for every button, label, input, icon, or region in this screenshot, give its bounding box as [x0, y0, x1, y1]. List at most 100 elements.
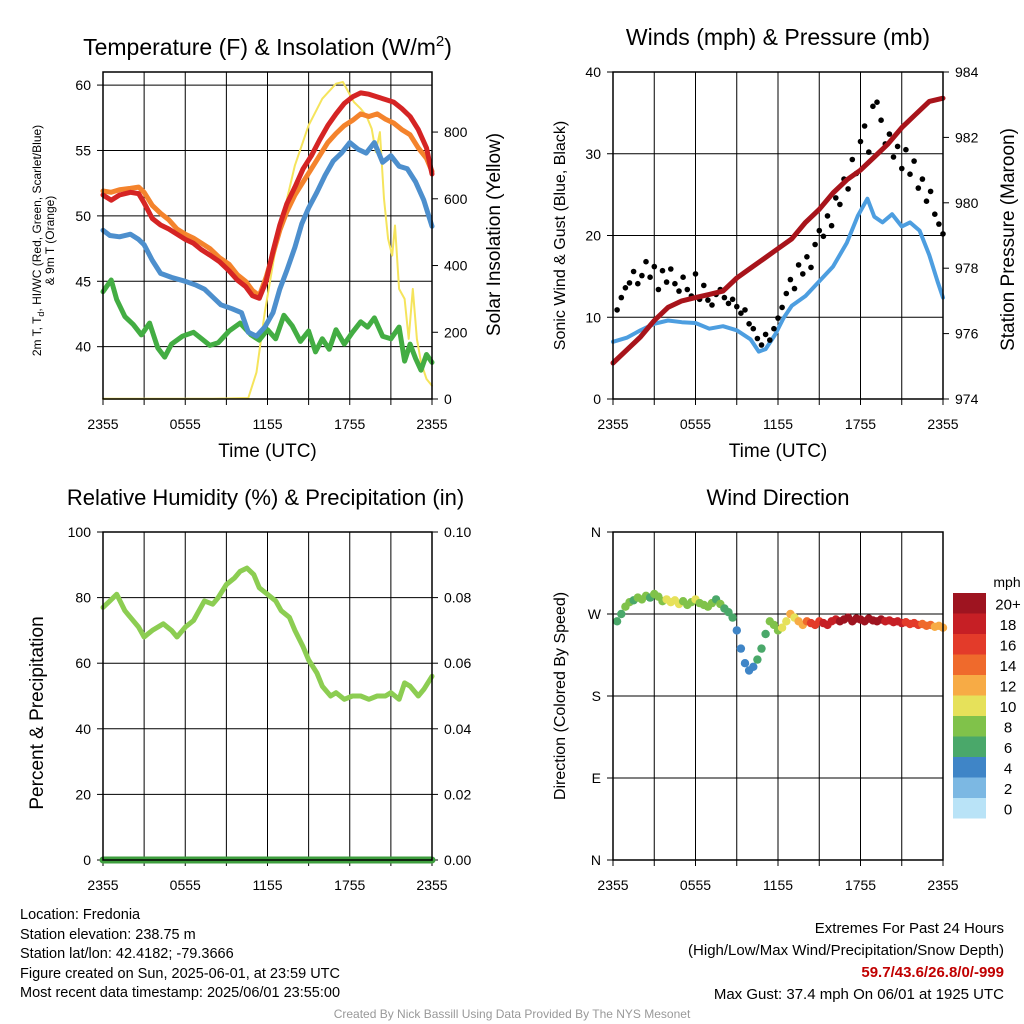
x-tick-label: 0555	[170, 877, 201, 893]
gust-point	[684, 286, 691, 293]
x-tick-label: 2355	[87, 416, 118, 432]
gust-point	[870, 103, 876, 110]
x-axis-label: Time (UTC)	[218, 441, 317, 462]
y2-tick-label: 0	[444, 391, 452, 407]
colorbar-swatch	[953, 757, 986, 778]
y2-tick-label: 0.08	[444, 590, 471, 606]
direction-point	[749, 662, 758, 671]
x-tick-label: 1755	[845, 416, 876, 432]
chart-title: Wind Direction	[706, 485, 849, 510]
direction-point	[617, 609, 626, 619]
plot-border	[102, 531, 433, 861]
y-axis-label: Sonic Wind & Gust (Blue, Black)	[552, 121, 569, 350]
direction-point	[736, 644, 746, 653]
gust-point	[878, 117, 884, 123]
gust-point	[721, 294, 728, 301]
y2-axis-label: Solar Insolation (Yellow)	[484, 133, 505, 336]
y-tick-label: 60	[75, 77, 91, 93]
colorbar-swatch	[953, 675, 986, 696]
direction-point	[612, 617, 622, 626]
gust-point	[635, 280, 641, 287]
colorbar-swatch	[953, 634, 986, 655]
gust-point	[680, 274, 686, 281]
gust-point	[857, 138, 864, 145]
y2-tick-label: 800	[444, 124, 468, 140]
colorbar-label: 14	[1000, 658, 1017, 675]
gust-point	[639, 272, 645, 279]
gust-point	[738, 310, 744, 317]
y-tick-label: 55	[75, 142, 91, 158]
gust-point	[746, 321, 752, 327]
y2-tick-label: 980	[955, 195, 979, 211]
y2-tick-label: 0.04	[444, 721, 471, 737]
colorbar-label: 18	[1000, 617, 1017, 634]
colorbar-label: 12	[1000, 678, 1017, 695]
gust-point	[672, 280, 678, 287]
created-text: Figure created on Sun, 2025-06-01, at 23…	[20, 965, 340, 982]
gust-point	[795, 262, 802, 268]
x-tick-label: 0555	[680, 416, 711, 432]
x-tick-label: 1155	[252, 877, 282, 893]
gust-point	[800, 271, 806, 277]
gust-point	[754, 335, 761, 342]
gust-point	[804, 253, 810, 260]
colorbar-label: 10	[1000, 699, 1017, 716]
colorbar-swatch	[953, 654, 986, 675]
gust-point	[692, 271, 699, 277]
gust-point	[866, 149, 872, 155]
x-tick-label: 2355	[597, 416, 628, 432]
colorbar-label: 16	[1000, 637, 1017, 654]
direction-point	[761, 629, 770, 639]
x-tick-label: 1155	[252, 416, 282, 432]
y2-tick-label: 0.10	[444, 524, 471, 540]
plot-border	[612, 71, 944, 400]
y2-tick-label: 600	[444, 191, 468, 207]
plot-border	[612, 531, 944, 861]
y2-tick-label: 0.06	[444, 655, 471, 671]
colorbar-label: 8	[1004, 719, 1012, 736]
x-tick-label: 1155	[763, 416, 793, 432]
colorbar-swatch	[953, 736, 986, 757]
y-tick-label: E	[592, 770, 601, 786]
gust-point	[903, 146, 909, 153]
y2-tick-label: 978	[955, 260, 979, 276]
gust-point	[758, 342, 765, 348]
gust-point	[907, 171, 913, 177]
chart-title: Temperature (F) & Insolation (W/m2)	[83, 33, 452, 60]
y-tick-label: 60	[75, 655, 91, 671]
extremes-values: 59.7/43.6/26.8/0/-999	[861, 964, 1004, 981]
direction-point	[740, 659, 750, 668]
gust-point	[919, 176, 926, 182]
y-tick-label: S	[592, 688, 601, 704]
y-tick-label: 40	[75, 339, 91, 355]
x-tick-label: 1755	[845, 877, 876, 893]
y-tick-label: 20	[585, 228, 601, 244]
y2-tick-label: 984	[955, 64, 979, 80]
x-tick-label: 2355	[87, 877, 118, 893]
x-tick-label: 2355	[927, 416, 958, 432]
x-tick-label: 2355	[416, 416, 447, 432]
colorbar-swatch	[953, 695, 986, 716]
gust-point	[651, 263, 658, 270]
gust-point	[762, 331, 769, 338]
chart-title: Winds (mph) & Pressure (mb)	[626, 24, 930, 50]
y2-tick-label: 982	[955, 129, 979, 145]
x-tick-label: 0555	[680, 877, 711, 893]
gust-point	[890, 154, 897, 160]
direction-point	[753, 655, 762, 664]
gust-point	[750, 325, 757, 332]
y2-tick-label: 0.00	[444, 852, 471, 868]
y2-tick-label: 400	[444, 258, 468, 274]
y2-tick-label: 974	[955, 391, 979, 407]
wind-direction-chart: Wind Direction 2355 0555 1155 1755 2355 N E S W N D…	[552, 485, 1021, 893]
y2-tick-label: 976	[955, 326, 979, 342]
y2-tick-label: 200	[444, 324, 468, 340]
temperature-chart: Temperature (F) & Insolation (W/m2) 2355 0…	[30, 33, 505, 462]
direction-point	[777, 623, 787, 632]
y-axis-label-2: & 9m T (Orange)	[43, 196, 57, 286]
gust-point	[729, 296, 736, 303]
gust-point	[742, 307, 748, 313]
gust-point	[932, 211, 938, 217]
colorbar-swatch	[953, 593, 986, 614]
gust-point	[833, 195, 839, 201]
